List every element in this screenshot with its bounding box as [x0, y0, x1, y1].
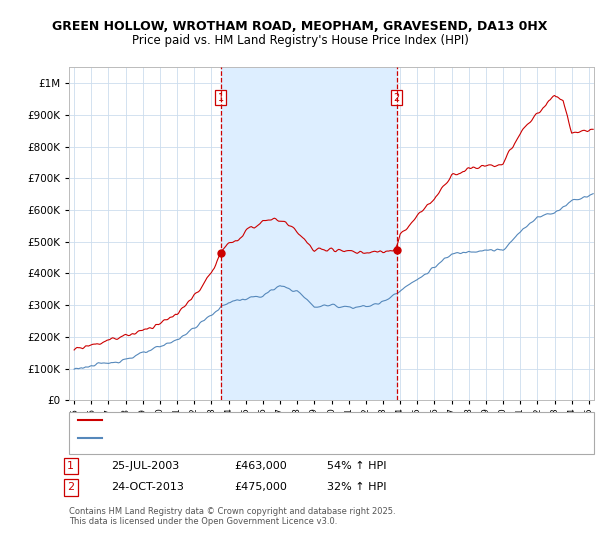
- Text: Price paid vs. HM Land Registry's House Price Index (HPI): Price paid vs. HM Land Registry's House …: [131, 34, 469, 46]
- Text: GREEN HOLLOW, WROTHAM ROAD, MEOPHAM, GRAVESEND, DA13 0HX: GREEN HOLLOW, WROTHAM ROAD, MEOPHAM, GRA…: [52, 20, 548, 32]
- Text: 2: 2: [394, 92, 400, 102]
- Text: HPI: Average price, detached house, Gravesham: HPI: Average price, detached house, Grav…: [108, 433, 345, 443]
- Text: 24-OCT-2013: 24-OCT-2013: [111, 482, 184, 492]
- Text: 54% ↑ HPI: 54% ↑ HPI: [327, 461, 386, 471]
- Text: 2: 2: [67, 482, 74, 492]
- Text: GREEN HOLLOW, WROTHAM ROAD, MEOPHAM, GRAVESEND, DA13 0HX (detached house): GREEN HOLLOW, WROTHAM ROAD, MEOPHAM, GRA…: [108, 415, 547, 424]
- Bar: [221, 67, 397, 400]
- Text: 1: 1: [218, 92, 224, 102]
- Text: Contains HM Land Registry data © Crown copyright and database right 2025.
This d: Contains HM Land Registry data © Crown c…: [69, 507, 395, 526]
- Text: £475,000: £475,000: [234, 482, 287, 492]
- Text: 25-JUL-2003: 25-JUL-2003: [111, 461, 179, 471]
- Text: £463,000: £463,000: [234, 461, 287, 471]
- Text: 1: 1: [67, 461, 74, 471]
- Text: 32% ↑ HPI: 32% ↑ HPI: [327, 482, 386, 492]
